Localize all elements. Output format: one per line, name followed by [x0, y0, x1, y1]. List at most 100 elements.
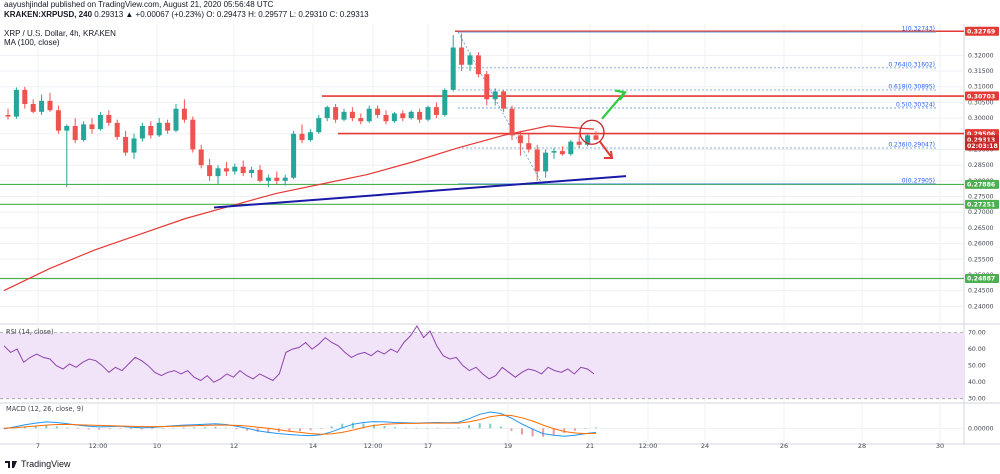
candle: [526, 133, 532, 153]
candle: [257, 165, 263, 183]
macd-histogram-bar: [309, 428, 312, 431]
price-tick-label: 0.26000: [968, 241, 994, 248]
candle: [30, 99, 36, 114]
bullish-arrow-head: [614, 89, 627, 101]
candle-body: [467, 55, 473, 65]
candle: [509, 105, 515, 141]
candle-body: [400, 113, 406, 119]
candle-body: [215, 168, 221, 177]
candle-body: [551, 151, 557, 153]
candle: [13, 87, 19, 119]
bearish-arrow-head: [604, 150, 614, 159]
candle: [114, 119, 120, 141]
macd-histogram-bar: [394, 427, 397, 429]
candle-body: [30, 103, 36, 112]
macd-histogram-bar: [299, 428, 301, 432]
candle-body: [585, 135, 591, 145]
candle: [249, 166, 255, 178]
candle: [433, 102, 439, 119]
time-tick-label: 12:00: [639, 442, 658, 450]
candle-body: [333, 107, 339, 120]
candle: [106, 110, 112, 126]
macd-histogram-bar: [77, 428, 79, 429]
price-tick-label: 0.31000: [968, 84, 994, 91]
candle: [131, 133, 137, 159]
time-tick-label: 12:00: [89, 442, 108, 450]
candle-body: [165, 122, 171, 131]
candle-body: [55, 110, 61, 131]
rsi-line: [3, 325, 595, 383]
price-tick-label: 0.30500: [968, 99, 994, 106]
ohlc-readout: 0.29313 ▲ +0.00067 (+0.23%) O: 0.29473 H…: [94, 10, 369, 19]
rsi-tick-label: 30.00: [968, 396, 986, 403]
bullish-arrow: [601, 92, 625, 120]
macd-histogram-bar: [595, 427, 597, 429]
rsi-band-fill: [0, 332, 964, 399]
drawings: [213, 89, 627, 209]
macd-histogram-bar: [489, 423, 492, 429]
macd-histogram-bar: [203, 427, 206, 429]
candle-body: [501, 91, 507, 109]
macd-histogram-bar: [478, 423, 481, 429]
candle-body: [442, 89, 448, 115]
price-badge: [965, 199, 999, 209]
candle: [22, 86, 28, 109]
candle-body: [526, 143, 532, 150]
candle: [282, 174, 288, 186]
price-tick-label: 0.27500: [968, 194, 994, 201]
candle-body: [383, 114, 389, 122]
macd-histogram-bar: [172, 427, 175, 429]
price-tick-label: 0.28500: [968, 162, 994, 169]
price-badge: [965, 179, 999, 189]
rsi-band: [0, 332, 964, 400]
macd-histogram-bar: [129, 428, 132, 430]
fib-level-label: 0.236(0.29047): [888, 141, 935, 148]
candle-body: [13, 89, 19, 117]
macd-lines: [3, 411, 597, 437]
price-badge-label: 0.29313: [967, 137, 995, 144]
candle-body: [375, 108, 381, 115]
macd-histogram-bar: [98, 428, 101, 430]
macd-histogram-bar: [225, 427, 227, 429]
macd-histogram-bar: [521, 428, 523, 435]
price-badge: [965, 141, 999, 151]
candle-body: [207, 165, 213, 177]
price-tick-label: 0.32000: [968, 52, 994, 59]
candle-body: [198, 149, 204, 166]
macd-histogram-bar: [531, 428, 534, 437]
candle-body: [148, 125, 154, 136]
candle: [265, 174, 271, 188]
macd-histogram-bar: [362, 423, 365, 429]
candle: [408, 110, 414, 120]
macd-histogram-bar: [34, 425, 37, 429]
support-trendline: [213, 175, 627, 209]
price-badge-label: 0.27886: [967, 182, 995, 189]
macd-histogram-bar: [193, 427, 196, 429]
candle-body: [190, 119, 196, 150]
candle: [47, 93, 53, 112]
candle: [593, 131, 599, 141]
time-tick-label: 7: [36, 442, 40, 450]
price-badge-label: 0.27251: [967, 202, 995, 209]
time-tick-label: 14: [309, 442, 317, 450]
signal-line: [3, 414, 597, 435]
candle-body: [517, 135, 523, 144]
macd-histogram-bar: [341, 423, 344, 429]
candle-body: [274, 177, 280, 181]
candle: [517, 130, 523, 156]
candle: [181, 99, 187, 123]
candle: [165, 119, 171, 134]
time-tick-label: 17: [424, 442, 432, 450]
time-tick-label: 24: [701, 442, 709, 450]
candle-body: [139, 125, 145, 139]
candle: [417, 108, 423, 123]
candle: [358, 113, 364, 125]
candle-body: [123, 136, 129, 153]
macd-histogram-bar: [383, 426, 386, 429]
macd-histogram-bar: [563, 428, 566, 433]
candle-body: [417, 111, 423, 120]
candle-body: [341, 111, 347, 120]
fib-level-label: 1(0.32743): [902, 26, 935, 33]
